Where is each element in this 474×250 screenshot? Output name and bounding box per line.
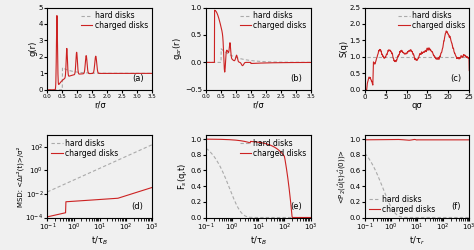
Legend: hard disks, charged disks: hard disks, charged disks: [51, 139, 118, 158]
Y-axis label: g(r): g(r): [28, 41, 37, 56]
Text: (f): (f): [451, 202, 461, 211]
Text: (a): (a): [132, 74, 144, 83]
Legend: hard disks, charged disks: hard disks, charged disks: [399, 11, 465, 30]
Text: (c): (c): [450, 74, 461, 83]
Y-axis label: F$_s$(q,t): F$_s$(q,t): [176, 163, 189, 190]
Text: (e): (e): [291, 202, 302, 211]
X-axis label: r/σ: r/σ: [94, 100, 105, 110]
Legend: hard disks, charged disks: hard disks, charged disks: [81, 11, 148, 30]
Y-axis label: <P$_2$($\hat{u}$(t)·$\hat{u}$(0))>: <P$_2$($\hat{u}$(t)·$\hat{u}$(0))>: [337, 149, 348, 204]
X-axis label: t/τ$_r$: t/τ$_r$: [409, 234, 425, 247]
X-axis label: t/τ$_B$: t/τ$_B$: [250, 234, 267, 247]
Legend: hard disks, charged disks: hard disks, charged disks: [240, 11, 307, 30]
Text: (b): (b): [290, 74, 302, 83]
X-axis label: t/τ$_B$: t/τ$_B$: [91, 234, 108, 247]
Legend: hard disks, charged disks: hard disks, charged disks: [369, 195, 436, 214]
Y-axis label: S(q): S(q): [339, 40, 348, 57]
Y-axis label: g$_{or}$(r): g$_{or}$(r): [171, 37, 183, 60]
Legend: hard disks, charged disks: hard disks, charged disks: [240, 139, 307, 158]
X-axis label: r/σ: r/σ: [253, 100, 264, 110]
Y-axis label: MSD: <Δr²(t)>/σ²: MSD: <Δr²(t)>/σ²: [17, 146, 24, 206]
Text: (d): (d): [132, 202, 144, 211]
X-axis label: qσ: qσ: [412, 102, 422, 110]
